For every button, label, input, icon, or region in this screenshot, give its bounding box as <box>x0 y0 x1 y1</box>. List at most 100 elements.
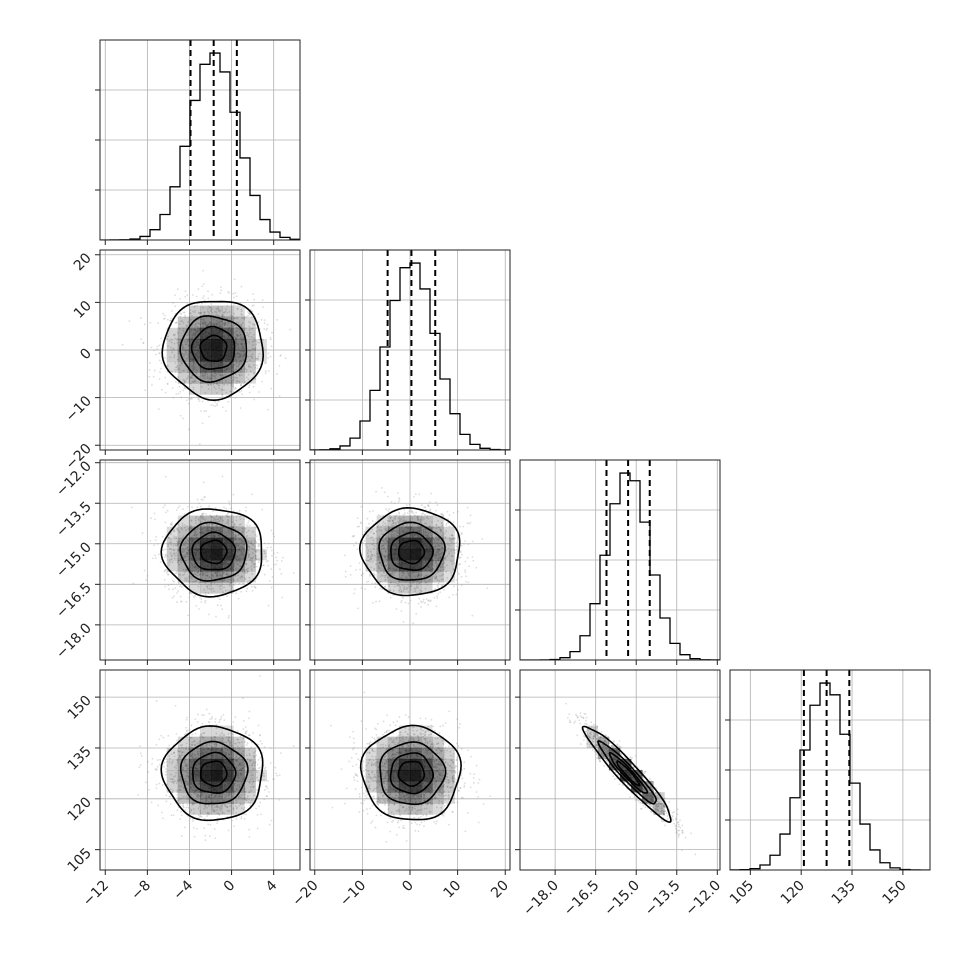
scatter-point <box>176 557 179 560</box>
scatter-point <box>266 327 269 330</box>
scatter-point <box>198 795 201 798</box>
scatter-point <box>245 535 248 538</box>
scatter-point <box>212 574 214 577</box>
scatter-point <box>388 583 391 586</box>
scatter-point <box>267 352 270 355</box>
scatter-point <box>241 568 244 571</box>
scatter-point <box>390 573 393 576</box>
scatter-point <box>429 531 432 534</box>
scatter-point <box>360 587 363 589</box>
scatter-point <box>375 600 377 603</box>
scatter-point <box>365 581 368 583</box>
scatter-point <box>417 518 420 521</box>
scatter-point <box>231 526 234 529</box>
scatter-point <box>421 518 424 521</box>
scatter-point <box>184 387 187 390</box>
scatter-point <box>358 525 361 528</box>
scatter-point <box>250 539 253 542</box>
contour-line <box>179 521 248 582</box>
scatter-point <box>251 340 254 343</box>
scatter-point <box>195 534 198 537</box>
scatter-point <box>241 322 244 325</box>
density-cell <box>222 305 234 317</box>
scatter-point <box>198 574 201 577</box>
scatter-point <box>235 519 238 522</box>
scatter-point <box>184 380 187 383</box>
scatter-point <box>175 552 178 555</box>
scatter-point <box>396 585 399 587</box>
scatter-point <box>452 538 454 540</box>
scatter-point <box>245 568 248 571</box>
scatter-point <box>251 589 254 592</box>
scatter-point <box>170 538 172 541</box>
scatter-point <box>201 375 204 378</box>
scatter-point <box>172 301 175 304</box>
scatter-point <box>223 382 225 385</box>
scatter-point <box>227 523 230 525</box>
scatter-point <box>412 582 415 584</box>
scatter-point <box>173 552 176 555</box>
scatter-point <box>255 339 258 342</box>
scatter-point <box>180 585 183 588</box>
scatter-point <box>236 362 238 364</box>
density-cell <box>200 350 212 362</box>
scatter-point <box>450 534 453 537</box>
scatter-point <box>427 536 430 539</box>
scatter-point <box>178 504 181 507</box>
scatter-point <box>215 308 218 310</box>
scatter-point <box>194 309 197 312</box>
scatter-point <box>443 562 446 565</box>
density-cell <box>421 526 433 539</box>
scatter-point <box>210 303 213 305</box>
scatter-point <box>383 491 386 494</box>
scatter-point <box>238 361 241 364</box>
scatter-point <box>193 534 196 537</box>
panel-frame <box>99 39 301 241</box>
scatter-point <box>381 588 384 590</box>
scatter-point <box>206 524 208 527</box>
scatter-point <box>170 317 173 320</box>
scatter-point <box>221 574 224 577</box>
scatter-point <box>200 514 203 517</box>
scatter-point <box>363 539 366 542</box>
scatter-point <box>399 519 402 522</box>
contour-line <box>161 300 265 402</box>
scatter-point <box>236 330 239 332</box>
scatter-point <box>388 514 391 517</box>
scatter-point <box>214 400 217 403</box>
scatter-point <box>410 584 412 587</box>
scatter-point <box>229 376 232 379</box>
scatter-point <box>192 361 195 364</box>
scatter-point <box>199 794 202 797</box>
density-cell <box>244 372 256 384</box>
scatter-point <box>225 381 227 384</box>
scatter-point <box>254 563 256 566</box>
scatter-point <box>164 553 167 556</box>
scatter-point <box>235 363 237 365</box>
density-cell <box>200 383 212 395</box>
scatter-point <box>184 350 187 352</box>
scatter-point <box>360 505 363 508</box>
scatter-point <box>181 768 184 771</box>
scatter-point <box>450 534 453 537</box>
scatter-point <box>175 509 178 512</box>
scatter-point <box>459 563 462 566</box>
scatter-point <box>202 321 205 324</box>
scatter-point <box>202 573 205 576</box>
scatter-point <box>206 324 209 327</box>
scatter-point <box>225 573 228 576</box>
scatter-point <box>426 535 429 537</box>
scatter-point <box>186 549 189 551</box>
histogram-line <box>310 262 510 450</box>
scatter-point <box>440 574 443 577</box>
scatter-point <box>204 322 207 325</box>
scatter-point <box>251 544 254 546</box>
scatter-point <box>257 355 260 358</box>
scatter-point <box>171 349 174 351</box>
scatter-point <box>453 562 455 564</box>
scatter-point <box>233 278 236 281</box>
scatter-point <box>201 400 204 403</box>
scatter-point <box>384 574 386 577</box>
scatter-point <box>202 283 205 285</box>
scatter-point <box>235 818 238 820</box>
